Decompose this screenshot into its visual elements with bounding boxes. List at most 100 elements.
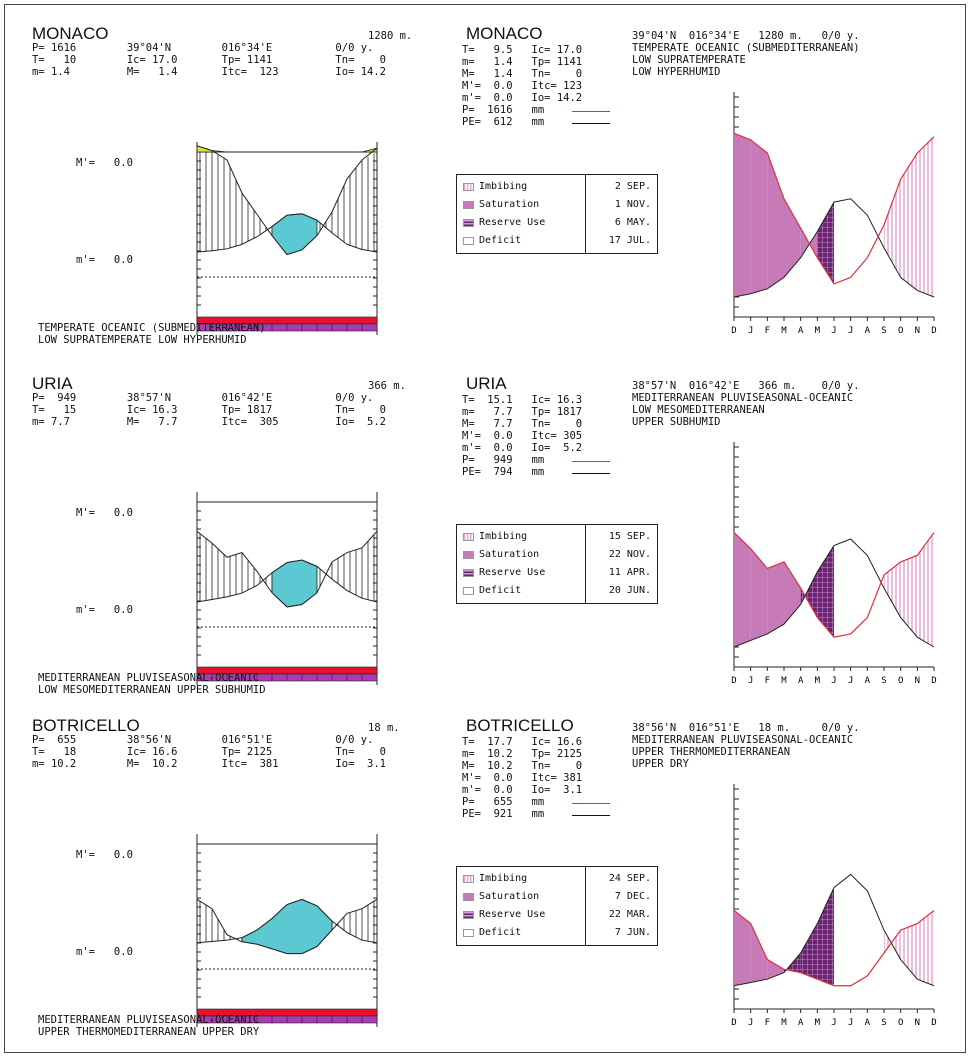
classification-line-1: MEDITERRANEAN PLUVISEASONAL-OCEANIC xyxy=(38,672,260,684)
altitude: 18 m. xyxy=(368,722,400,734)
station-panel: URIA 366 m. P= 949 38°57'N 016°42'E 0/0 … xyxy=(0,372,970,722)
water-balance-legend: Imbibing 2 SEP. Saturation 1 NOV. Reserve Us… xyxy=(456,174,658,254)
mprime-lower: m'= 0.0 xyxy=(76,254,133,266)
month-tick-label: A xyxy=(865,676,871,686)
altitude: 366 m. xyxy=(368,380,406,392)
balance-segment xyxy=(884,179,901,278)
right-header: 38°57'N 016°42'E 366 m. 0/0 y. xyxy=(632,380,860,392)
legend-label: Imbibing xyxy=(479,531,528,542)
saturation-swatch-icon xyxy=(463,551,474,559)
legend-label: Reserve Use xyxy=(479,217,546,228)
p-legend-line xyxy=(572,461,610,462)
right-class-1: TEMPERATE OCEANIC (SUBMEDITERRANEAN) xyxy=(632,42,860,54)
legend-date: 17 JUL. xyxy=(608,235,651,246)
month-tick-label: J xyxy=(848,676,853,686)
altitude: 1280 m. xyxy=(368,30,413,42)
figure-frame xyxy=(4,4,966,1053)
balance-segment xyxy=(900,555,918,638)
surplus-area xyxy=(196,145,378,153)
row1: P= 1616 39°04'N 016°34'E 0/0 y. xyxy=(32,42,374,54)
right-header: 39°04'N 016°34'E 1280 m. 0/0 y. xyxy=(632,30,860,42)
legend-label: Imbibing xyxy=(479,181,528,192)
balance-segment xyxy=(917,910,934,986)
month-tick-label: D xyxy=(931,1018,936,1028)
humid-hatch xyxy=(197,152,377,255)
classification-line-1: MEDITERRANEAN PLUVISEASONAL-OCEANIC xyxy=(38,1014,260,1026)
month-tick-label: A xyxy=(798,326,804,336)
p-legend-line xyxy=(572,803,610,804)
pe-legend-line xyxy=(572,815,610,816)
legend-row: Saturation 1 NOV. xyxy=(457,197,657,215)
month-tick-label: F xyxy=(765,326,770,336)
balance-segment xyxy=(800,923,818,980)
mprime-lower: m'= 0.0 xyxy=(76,946,133,958)
legend-row: Imbibing 15 SEP. xyxy=(457,529,657,547)
month-tick-label: N xyxy=(915,676,920,686)
balance-segment xyxy=(767,959,784,980)
p-curve xyxy=(733,132,935,285)
balance-segment xyxy=(834,539,851,638)
month-tick-label: J xyxy=(831,1018,836,1028)
legend-label: Deficit xyxy=(479,585,522,596)
legend-label: Saturation xyxy=(479,199,540,210)
pe-legend-line xyxy=(572,473,610,474)
balance-segment xyxy=(734,133,751,297)
water-balance-legend: Imbibing 15 SEP. Saturation 22 NOV. Reserve … xyxy=(456,524,658,604)
classification-line-2: LOW MESOMEDITERRANEAN UPPER SUBHUMID xyxy=(38,684,266,696)
row3: m= 1.4 M= 1.4 Itc= 123 Io= 14.2 xyxy=(32,66,387,78)
balance-segment xyxy=(767,153,784,289)
pe-line: PE= 921 mm xyxy=(462,808,545,820)
month-tick-label: M xyxy=(781,1018,787,1028)
month-tick-label: D xyxy=(731,1018,736,1028)
left-climate-diagram xyxy=(196,492,378,685)
water-balance-legend: Imbibing 24 SEP. Saturation 7 DEC. Reserve U… xyxy=(456,866,658,946)
month-tick-label: M xyxy=(781,676,787,686)
pe-curve xyxy=(733,538,935,648)
row2: T= 15 Ic= 16.3 Tp= 1817 Tn= 0 xyxy=(32,404,387,416)
month-tick-label: F xyxy=(765,676,770,686)
mprime-upper: M'= 0.0 xyxy=(76,507,133,519)
legend-row: Reserve Use 6 MAY. xyxy=(457,215,657,233)
p-curve xyxy=(733,532,935,638)
classification-line-2: UPPER THERMOMEDITERRANEAN UPPER DRY xyxy=(38,1026,260,1038)
month-tick-label: M xyxy=(815,326,821,336)
row1: P= 655 38°56'N 016°51'E 0/0 y. xyxy=(32,734,374,746)
month-tick-label: J xyxy=(831,326,836,336)
saturation-swatch-icon xyxy=(463,201,474,209)
precip-curve xyxy=(196,898,378,955)
legend-label: Reserve Use xyxy=(479,909,546,920)
right-class-2: UPPER THERMOMEDITERRANEAN xyxy=(632,746,791,758)
p-legend-line xyxy=(572,111,610,112)
month-tick-label: J xyxy=(848,1018,853,1028)
month-tick-label: J xyxy=(748,676,753,686)
month-tick-label: D xyxy=(931,326,936,336)
row3: m= 7.7 M= 7.7 Itc= 305 Io= 5.2 xyxy=(32,416,387,428)
right-class-1: MEDITERRANEAN PLUVISEASONAL-OCEANIC xyxy=(632,392,854,404)
month-tick-label: D xyxy=(731,676,736,686)
balance-segment xyxy=(784,561,801,625)
row1: P= 949 38°57'N 016°42'E 0/0 y. xyxy=(32,392,374,404)
balance-segment xyxy=(750,923,768,983)
month-tick-label: J xyxy=(748,326,753,336)
month-tick-label: N xyxy=(915,326,920,336)
precip-curve xyxy=(196,530,378,608)
row3: m= 10.2 M= 10.2 Itc= 381 Io= 3.1 xyxy=(32,758,387,770)
temp-curve xyxy=(196,559,378,603)
right-class-2: LOW MESOMEDITERRANEAN xyxy=(632,404,765,416)
row2: T= 18 Ic= 16.6 Tp= 2125 Tn= 0 xyxy=(32,746,387,758)
mprime-lower: m'= 0.0 xyxy=(76,604,133,616)
legend-row: Reserve Use 22 MAR. xyxy=(457,907,657,925)
right-stats: T= 17.7 Ic= 16.6 m= 10.2 Tp= 2125 M= 10.… xyxy=(462,736,583,796)
month-tick-label: A xyxy=(865,326,871,336)
p-line: P= 655 mm xyxy=(462,796,545,808)
legend-label: Saturation xyxy=(479,891,540,902)
month-tick-label: F xyxy=(765,1018,770,1028)
legend-label: Deficit xyxy=(479,235,522,246)
month-tick-label: A xyxy=(865,1018,871,1028)
balance-segment xyxy=(850,874,868,986)
balance-segment xyxy=(750,139,768,294)
legend-row: Deficit 20 JUN. xyxy=(457,583,657,601)
pe-curve xyxy=(733,198,935,298)
legend-label: Imbibing xyxy=(479,873,528,884)
station-name: BOTRICELLO xyxy=(32,716,140,735)
